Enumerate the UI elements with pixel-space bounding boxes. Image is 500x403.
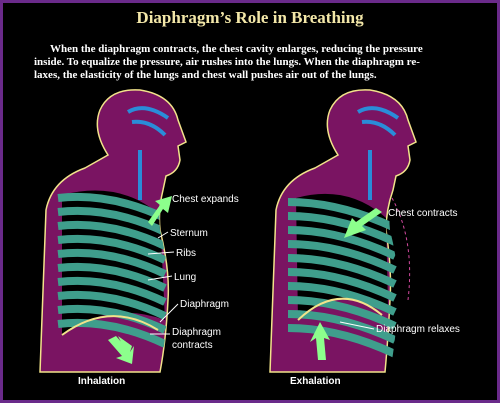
diaphragm-line xyxy=(61,315,159,336)
rib xyxy=(57,192,167,222)
rib xyxy=(57,290,167,320)
caption: Inhalation xyxy=(78,376,125,387)
label: contracts xyxy=(172,340,213,351)
leader-lines xyxy=(147,231,375,335)
label: Diaphragm xyxy=(180,299,229,310)
label: Chest expands xyxy=(172,194,239,205)
figure-inhalation xyxy=(39,89,187,373)
rib xyxy=(287,240,397,274)
arrow-in xyxy=(344,208,382,238)
arrow-down xyxy=(108,336,134,364)
ribcage xyxy=(57,190,167,348)
label: Diaphragm xyxy=(172,327,221,338)
rib xyxy=(287,254,397,288)
label: Diaphragm relaxes xyxy=(376,324,460,335)
chest-outline xyxy=(391,197,411,301)
rib xyxy=(287,268,397,302)
description-line: inside. To equalize the pressure, air ru… xyxy=(34,56,420,68)
rib xyxy=(57,318,167,348)
label: Chest contracts xyxy=(388,208,457,219)
rib xyxy=(57,248,167,278)
rib xyxy=(287,212,397,246)
rib xyxy=(287,198,397,232)
title: Diaphragm’s Role in Breathing xyxy=(136,8,364,27)
airway xyxy=(356,106,400,200)
rib xyxy=(57,262,167,292)
rib xyxy=(57,220,167,250)
label: Ribs xyxy=(176,248,196,259)
rib xyxy=(57,234,167,264)
arrow-up xyxy=(310,322,330,360)
rib xyxy=(287,282,397,316)
rib xyxy=(287,296,397,330)
rib xyxy=(57,304,167,334)
description-line: When the diaphragm contracts, the chest … xyxy=(50,43,423,55)
rib xyxy=(287,226,397,260)
figure-exhalation xyxy=(269,89,417,373)
rib xyxy=(287,310,397,344)
rib xyxy=(287,324,397,358)
caption: Exhalation xyxy=(290,376,341,387)
label: Lung xyxy=(174,272,196,283)
rib xyxy=(57,276,167,306)
airway xyxy=(126,106,170,200)
diaphragm-line xyxy=(297,297,383,321)
description-line: laxes, the elasticity of the lungs and c… xyxy=(34,69,377,81)
arrow-out xyxy=(148,196,172,226)
ribcage xyxy=(287,193,397,358)
rib xyxy=(57,206,167,236)
label: Sternum xyxy=(170,228,208,239)
